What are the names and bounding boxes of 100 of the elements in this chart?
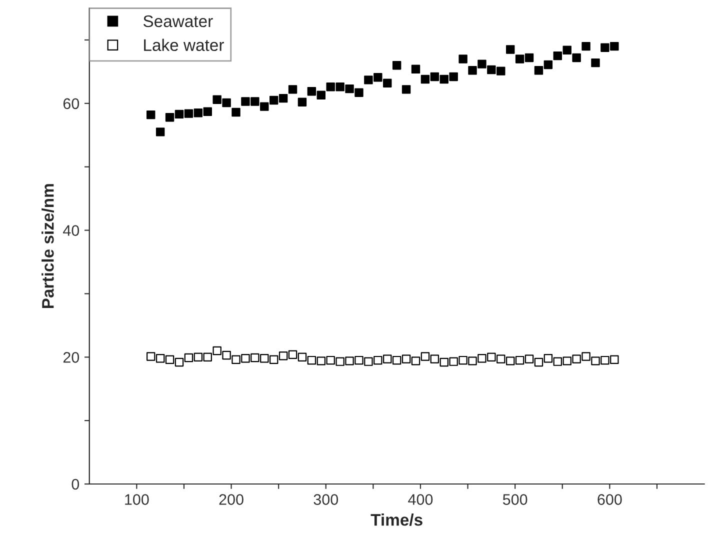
- point: [278, 352, 288, 360]
- point: [478, 354, 486, 363]
- point: [288, 85, 298, 94]
- point: [610, 355, 619, 364]
- point: [402, 85, 411, 94]
- point: [591, 58, 600, 68]
- point: [326, 82, 335, 92]
- point: [165, 112, 174, 122]
- point: [194, 352, 203, 362]
- x-tick-label: 200: [219, 494, 244, 505]
- point: [534, 358, 544, 367]
- point: [184, 109, 194, 118]
- point: [260, 102, 269, 111]
- point: [212, 95, 222, 104]
- point: [269, 355, 278, 364]
- point: [307, 86, 316, 96]
- x-tick-label: 400: [408, 494, 433, 505]
- point: [345, 84, 354, 94]
- point: [496, 66, 506, 76]
- point: [402, 354, 411, 364]
- point: [420, 352, 430, 361]
- point: [383, 354, 392, 364]
- point: [572, 53, 581, 62]
- point: [184, 353, 194, 362]
- point: [288, 350, 298, 359]
- point: [562, 46, 572, 54]
- point: [411, 356, 420, 366]
- point: [496, 354, 506, 364]
- y-axis-title: Particle size/nm: [42, 184, 54, 308]
- point: [222, 98, 231, 108]
- point: [591, 356, 600, 366]
- point: [374, 356, 382, 365]
- point: [487, 352, 496, 362]
- point: [582, 42, 590, 51]
- point: [146, 110, 156, 120]
- point: [553, 357, 562, 366]
- point: [610, 42, 619, 51]
- point: [307, 356, 316, 365]
- point: [232, 108, 240, 117]
- point: [336, 82, 344, 92]
- point: [374, 73, 382, 82]
- point: [534, 66, 544, 75]
- point: [222, 350, 231, 360]
- point: [260, 354, 269, 363]
- point: [458, 356, 468, 365]
- point: [364, 357, 373, 366]
- point: [156, 354, 165, 363]
- point: [468, 66, 477, 75]
- legend-label: Lake water: [144, 38, 224, 52]
- y-tick-label: 60: [63, 98, 80, 110]
- point: [146, 352, 156, 361]
- point: [392, 356, 402, 365]
- point: [524, 53, 534, 62]
- point: [506, 45, 515, 54]
- point: [174, 110, 184, 119]
- x-tick-label: 500: [502, 494, 528, 505]
- point: [468, 356, 477, 366]
- point: [326, 356, 335, 365]
- x-tick-label: 100: [125, 494, 149, 505]
- point: [478, 60, 486, 68]
- point: [562, 356, 572, 366]
- y-tick-label: 20: [63, 352, 80, 363]
- point: [449, 72, 458, 82]
- point: [250, 353, 260, 362]
- point: [544, 354, 553, 363]
- point: [515, 356, 524, 365]
- point: [298, 352, 307, 362]
- point: [345, 356, 354, 366]
- point: [383, 78, 392, 88]
- point: [458, 54, 468, 64]
- point: [553, 51, 562, 60]
- point: [250, 97, 260, 106]
- point: [430, 72, 440, 82]
- point: [487, 65, 496, 74]
- point: [316, 356, 326, 366]
- point: [524, 354, 534, 364]
- point: [600, 43, 610, 52]
- point: [241, 97, 250, 106]
- point: [212, 346, 222, 356]
- x-axis-title: Time/s: [370, 514, 422, 526]
- point: [165, 355, 174, 364]
- point: [269, 96, 278, 105]
- point: [174, 358, 184, 367]
- point: [354, 356, 364, 365]
- y-tick-label: 40: [63, 225, 80, 236]
- y-tick-label: 0: [72, 478, 80, 490]
- point: [600, 356, 610, 365]
- point: [411, 64, 420, 74]
- x-tick-label: 300: [314, 494, 338, 505]
- point: [572, 354, 581, 364]
- point: [232, 355, 240, 364]
- point: [364, 76, 373, 84]
- point: [203, 107, 212, 116]
- point: [336, 357, 344, 366]
- point: [316, 90, 326, 100]
- point: [440, 74, 448, 84]
- legend-label: Seawater: [143, 15, 213, 28]
- point: [449, 357, 458, 366]
- point: [515, 54, 524, 64]
- point: [420, 74, 430, 84]
